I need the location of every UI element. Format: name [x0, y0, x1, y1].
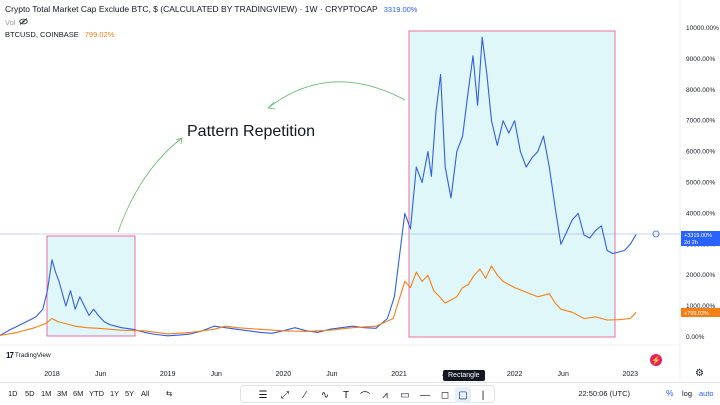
- range-ytd-button[interactable]: YTD: [89, 389, 104, 398]
- x-tick-label: 2021: [391, 371, 407, 378]
- compare-change-pct: 799.02%: [84, 30, 115, 39]
- x-tick-label: 2018: [44, 371, 60, 378]
- series-line-total-market-cap[interactable]: [0, 36, 637, 337]
- vertical-line-icon[interactable]: |: [481, 389, 485, 401]
- auto-scale-button[interactable]: auto: [699, 389, 714, 398]
- range-5y-button[interactable]: 5Y: [125, 389, 135, 398]
- drawing-tools-bar: ☰ ⤢ ⁄ ∿ T ⌒ ⩘ ▭ — ◻ ▢ |: [240, 385, 495, 403]
- last-point-marker: [652, 230, 660, 238]
- lines-tool-icon[interactable]: ☰: [258, 389, 268, 401]
- lightning-icon[interactable]: ⚡: [650, 354, 662, 366]
- compare-symbol[interactable]: BTCUSD, COINBASE: [5, 30, 79, 39]
- orange-last-value-label: +799.02%: [681, 308, 720, 317]
- x-tick-label: Jun: [211, 371, 222, 378]
- y-tick-label: 5000.00%: [686, 180, 715, 187]
- arrow-to-annotation[interactable]: [117, 137, 183, 233]
- pattern-rectangle-2018[interactable]: [46, 235, 136, 337]
- y-tick-label: 2000.00%: [686, 272, 715, 279]
- range-6m-button[interactable]: 6M: [73, 389, 84, 398]
- tradingview-mark-icon: 17: [6, 351, 14, 360]
- y-tick-label: 6000.00%: [686, 149, 715, 156]
- y-tick-label: 10000.00%: [686, 25, 719, 32]
- x-tick-label: 2022: [507, 371, 523, 378]
- gear-icon[interactable]: ⚙: [695, 368, 704, 379]
- bottom-toolbar: 1D 5D 1M 3M 6M YTD 1Y 5Y All ⇆ ☰ ⤢ ⁄ ∿ T…: [0, 382, 720, 405]
- compare-symbol-row[interactable]: BTCUSD, COINBASE 799.02%: [5, 30, 114, 39]
- y-tick-label: 7000.00%: [686, 118, 715, 125]
- trend-line-icon[interactable]: ⁄: [304, 389, 306, 401]
- x-tick-label: 2023: [622, 371, 638, 378]
- x-tick-label: Jun: [326, 371, 337, 378]
- svg-text:2d 2h: 2d 2h: [684, 240, 698, 246]
- polyline-icon[interactable]: ⌒: [360, 391, 370, 403]
- annotation-text[interactable]: Pattern Repetition: [187, 123, 315, 140]
- svg-text:+799.02%: +799.02%: [684, 311, 709, 317]
- callout-icon[interactable]: ◻: [440, 389, 450, 401]
- y-tick-label: 1000.00%: [686, 303, 715, 310]
- percent-scale-button[interactable]: %: [666, 388, 674, 398]
- range-1y-button[interactable]: 1Y: [110, 389, 120, 398]
- rectangle-tooltip: Rectangle: [443, 370, 485, 381]
- path-tool-icon[interactable]: ∿: [320, 389, 330, 401]
- trend-angle-icon[interactable]: ⤢: [281, 389, 289, 401]
- symbol-title[interactable]: Crypto Total Market Cap Exclude BTC, $ (…: [5, 4, 378, 14]
- range-all-button[interactable]: All: [141, 389, 150, 398]
- text-tool-icon[interactable]: T: [342, 389, 350, 401]
- tradingview-logo-text: TradingView: [14, 352, 51, 359]
- arrow-head-2-icon: [267, 101, 276, 110]
- chart-canvas[interactable]: 2018Jun2019Jun2020Jun2021Jun2022Jun2023 …: [0, 0, 720, 382]
- log-scale-button[interactable]: log: [682, 389, 693, 398]
- eye-hidden-icon[interactable]: [19, 18, 29, 27]
- volume-row[interactable]: Vol: [5, 18, 29, 27]
- range-1d-button[interactable]: 1D: [8, 389, 18, 398]
- svg-text:+3319.00%: +3319.00%: [684, 233, 712, 239]
- x-tick-label: Jun: [95, 371, 106, 378]
- arrow-from-2021[interactable]: [267, 81, 406, 109]
- chart-header: Crypto Total Market Cap Exclude BTC, $ (…: [0, 0, 680, 44]
- arrow-head-1-icon: [175, 137, 183, 145]
- blue-last-value-label: +3319.00% 2d 2h: [681, 231, 720, 246]
- y-tick-label: 9000.00%: [686, 56, 715, 63]
- utc-clock[interactable]: 22:50:06 (UTC): [578, 389, 630, 398]
- symbol-change-pct: 3319.00%: [383, 5, 418, 14]
- x-tick-label: 2019: [160, 371, 176, 378]
- time-axis[interactable]: 2018Jun2019Jun2020Jun2021Jun2022Jun2023: [44, 371, 638, 378]
- y-tick-label: 4000.00%: [686, 210, 715, 217]
- series-line-btcusd[interactable]: [0, 265, 637, 337]
- dash-line-icon[interactable]: —: [420, 389, 430, 401]
- range-5d-button[interactable]: 5D: [25, 389, 35, 398]
- tradingview-logo: 17 TradingView: [6, 351, 51, 360]
- price-axis[interactable]: 10000.00% 9000.00% 8000.00% 7000.00% 6000.00…: [686, 25, 719, 341]
- comment-icon[interactable]: ▭: [400, 389, 410, 401]
- y-tick-label: 8000.00%: [686, 87, 715, 94]
- zigzag-icon[interactable]: ⩘: [382, 389, 388, 401]
- x-tick-label: 2020: [276, 371, 292, 378]
- y-tick-label: 0.00%: [686, 334, 705, 341]
- range-3m-button[interactable]: 3M: [57, 389, 68, 398]
- volume-label: Vol: [5, 18, 16, 27]
- series-layer: [0, 36, 637, 337]
- x-tick-label: Jun: [558, 371, 569, 378]
- symbol-title-row[interactable]: Crypto Total Market Cap Exclude BTC, $ (…: [5, 4, 417, 14]
- date-range-icon[interactable]: ⇆: [166, 389, 173, 398]
- range-1m-button[interactable]: 1M: [41, 389, 52, 398]
- rectangle-tool-icon[interactable]: ▢: [455, 387, 471, 403]
